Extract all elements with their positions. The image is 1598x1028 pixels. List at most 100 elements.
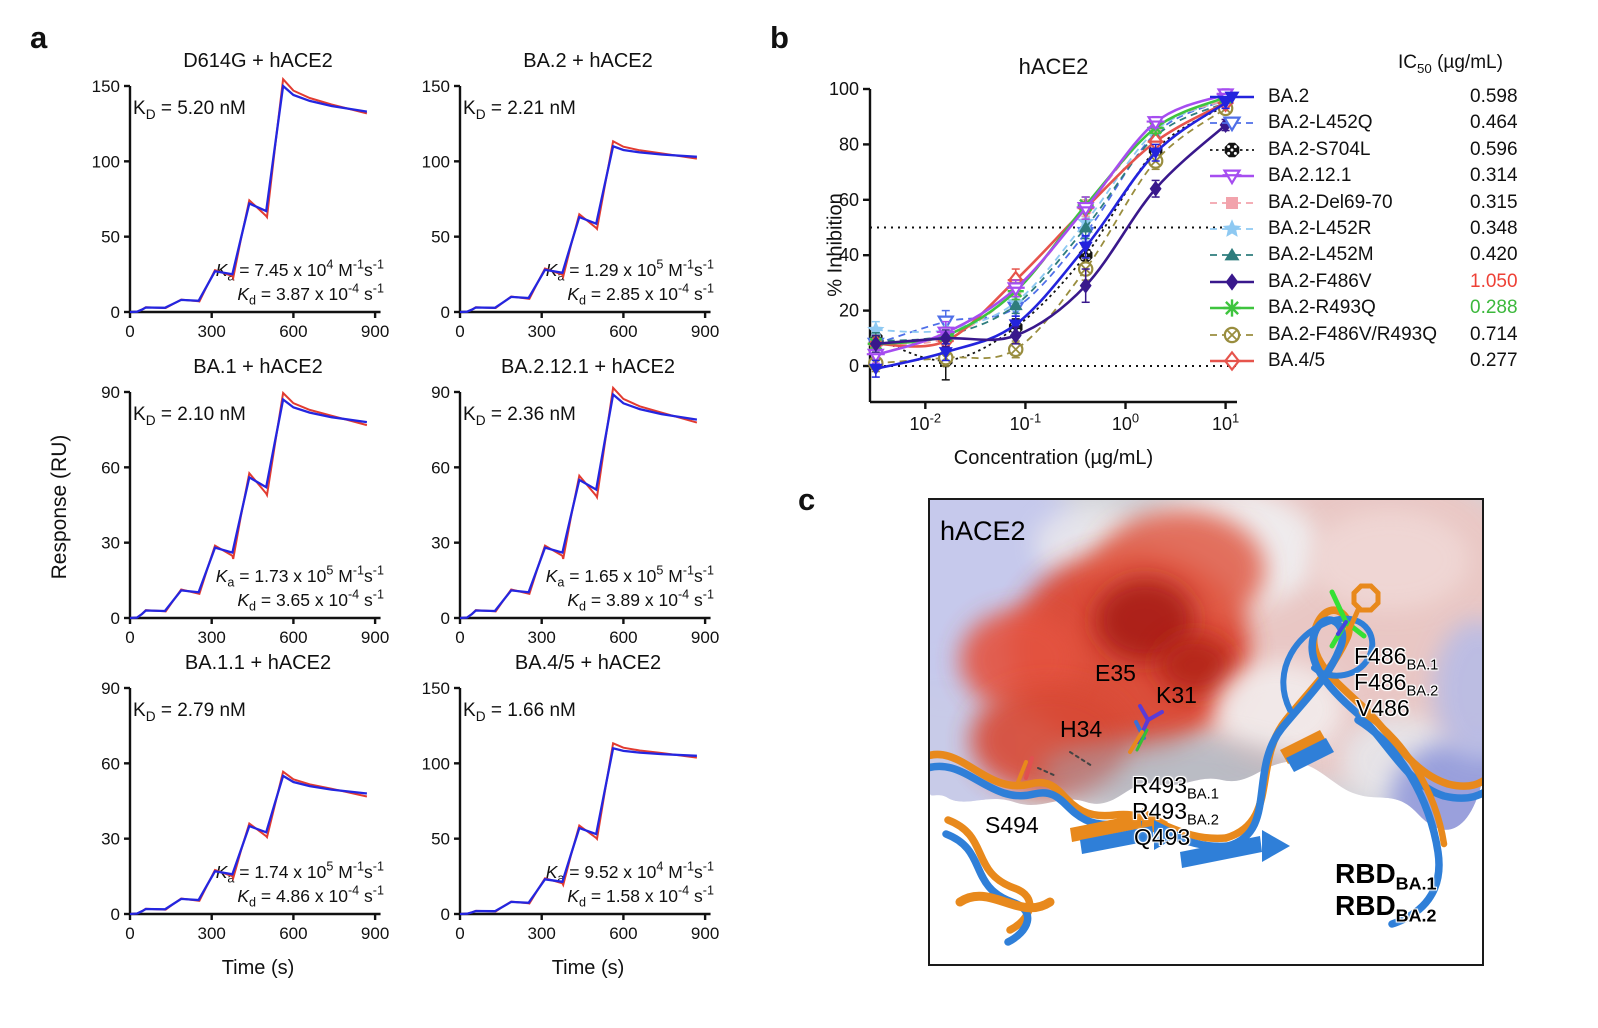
marker-diamond — [1225, 273, 1239, 291]
svg-text:600: 600 — [279, 628, 307, 647]
svg-text:600: 600 — [609, 628, 637, 647]
structure-label-q493: Q493 — [1134, 824, 1191, 850]
svg-text:30: 30 — [431, 534, 450, 553]
svg-text:90: 90 — [101, 679, 120, 698]
svg-text:0: 0 — [455, 322, 464, 341]
marker-diamond-open-bar — [1223, 350, 1241, 372]
fit-curve-blue — [129, 774, 368, 916]
legend-label: BA.2.12.1 — [1268, 165, 1352, 187]
legend-row-BA.2-Del69-70: BA.2-Del69-70 0.315 — [1198, 190, 1598, 216]
rich-text: Ka = 1.74 x 105 M-1s-1 — [216, 860, 384, 886]
svg-text:150: 150 — [422, 679, 450, 698]
ic50-column-header: IC50 (µg/mL) — [1398, 52, 1503, 76]
svg-text:900: 900 — [691, 322, 719, 341]
structure-label-f486-ba1: F486BA.1 — [1354, 643, 1439, 674]
x-axis-label: Concentration (µg/mL) — [954, 447, 1153, 469]
svg-text:100: 100 — [422, 152, 450, 171]
legend-marker-circle-x — [1210, 326, 1254, 343]
svg-text:900: 900 — [361, 628, 389, 647]
svg-text:900: 900 — [691, 628, 719, 647]
panel-a-letter: a — [30, 20, 48, 55]
legend-ic50-value: 0.596 — [1470, 138, 1518, 160]
svg-text:0: 0 — [441, 303, 450, 322]
svg-text:100: 100 — [422, 754, 450, 773]
svg-text:50: 50 — [431, 228, 450, 247]
marker-tri-up — [1008, 298, 1023, 311]
legend-marker-tri-down — [1210, 91, 1254, 105]
marker-tri-down-bar — [1006, 282, 1025, 298]
legend-label: BA.2-L452R — [1268, 218, 1372, 239]
marker-tri-up — [1078, 220, 1093, 233]
legend-ic50-value: 0.348 — [1470, 218, 1518, 239]
axes — [454, 84, 711, 318]
svg-text:BA.4/5 + hACE2: BA.4/5 + hACE2 — [515, 652, 661, 674]
svg-text:60: 60 — [101, 458, 120, 477]
svg-text:0: 0 — [455, 628, 464, 647]
legend-row-BA.2.12.1: BA.2.12.1 0.314 — [1198, 163, 1598, 189]
rich-text: KD = 2.21 nM — [463, 98, 576, 122]
legend-row-BA.2: BA.2 0.598 — [1198, 84, 1598, 110]
svg-text:600: 600 — [609, 924, 637, 943]
legend-ic50-value: 1.050 — [1470, 270, 1518, 292]
rich-text: KD = 5.20 nM — [133, 98, 246, 122]
svg-text:0: 0 — [111, 905, 120, 924]
series-BA.2.12.1 — [866, 88, 1235, 364]
structure-label-s494: S494 — [985, 812, 1039, 838]
legend-marker-diamond-open-bar — [1210, 350, 1254, 372]
x-axis-label: Time (s) — [222, 957, 295, 979]
rich-text: Ka = 1.29 x 105 M-1s-1 — [546, 258, 714, 284]
legend-marker-asterisk — [1210, 299, 1254, 317]
inhibition-chart: 0 20 40 60 80 100 10-2 10-1 100 101 hACE2 Concentra… — [829, 54, 1239, 469]
axes — [454, 686, 711, 920]
svg-text:0: 0 — [455, 924, 464, 943]
legend-ic50-value: 0.315 — [1470, 191, 1518, 213]
marker-tri-down-bar — [1146, 116, 1165, 132]
sensorgram-plot-ba2: 0 50 100 150 0 300 600 900 BA.2 + hACE2 KD = 2.21… — [422, 50, 720, 341]
svg-text:50: 50 — [101, 228, 120, 247]
marker-tri-down-bar — [1222, 169, 1242, 186]
structure-label-rbd-ba1: RBDBA.1 — [1335, 858, 1437, 894]
series-BA.2-S704L — [869, 98, 1233, 381]
svg-text:600: 600 — [279, 322, 307, 341]
legend-marker-star — [1210, 219, 1254, 237]
legend-ic50-value: 0.277 — [1470, 350, 1518, 371]
svg-text:30: 30 — [101, 534, 120, 553]
rich-text: KD = 2.79 nM — [133, 700, 246, 724]
x-axis-label: Time (s) — [552, 957, 625, 979]
legend-ic50-value: 0.420 — [1470, 244, 1518, 266]
rich-text: KD = 1.66 nM — [463, 700, 576, 724]
series-legend: BA.2 0.598 BA.2-L452Q 0.464 BA.2-S704L 0.596 B… — [1198, 84, 1598, 380]
svg-text:0: 0 — [111, 303, 120, 322]
fit-curve-blue — [129, 83, 368, 314]
legend-label: BA.2-Del69-70 — [1268, 191, 1393, 213]
legend-row-BA.2-F486V: BA.2-F486V 1.050 — [1198, 269, 1598, 295]
legend-ic50-value: 0.288 — [1470, 297, 1518, 319]
legend-label: BA.4/5 — [1268, 350, 1326, 371]
legend-row-BA.4/5: BA.4/5 0.277 — [1198, 348, 1598, 374]
marker-square — [1226, 196, 1238, 209]
legend-row-BA.2-L452M: BA.2-L452M 0.420 — [1198, 242, 1598, 268]
rich-text: Kd = 1.58 x 10-4 s-1 — [567, 884, 714, 910]
marker-circle-x — [1223, 326, 1241, 343]
structure-image: hACE2 E35 K31 H34 F486BA.1 F486BA.2 V486… — [928, 498, 1484, 966]
legend-label: BA.2-L452Q — [1268, 112, 1373, 134]
legend-row-BA.2-F486V/R493Q: BA.2-F486V/R493Q 0.714 — [1198, 322, 1598, 348]
panel-a-y-axis-label: Response (RU) — [48, 434, 71, 580]
svg-text:100: 100 — [829, 79, 859, 99]
legend-marker-tri-up — [1210, 248, 1254, 261]
marker-star — [1222, 219, 1242, 237]
svg-text:600: 600 — [609, 322, 637, 341]
legend-ic50-value: 0.464 — [1470, 112, 1518, 134]
svg-text:300: 300 — [198, 628, 226, 647]
legend-ic50-value: 0.314 — [1470, 165, 1518, 187]
marker-tri-down — [1148, 147, 1163, 160]
svg-text:300: 300 — [528, 322, 556, 341]
svg-text:150: 150 — [422, 77, 450, 96]
structure-label-hace2: hACE2 — [940, 516, 1026, 546]
svg-text:50: 50 — [431, 830, 450, 849]
svg-text:80: 80 — [839, 134, 859, 154]
series-BA.2-F486V — [869, 116, 1232, 353]
